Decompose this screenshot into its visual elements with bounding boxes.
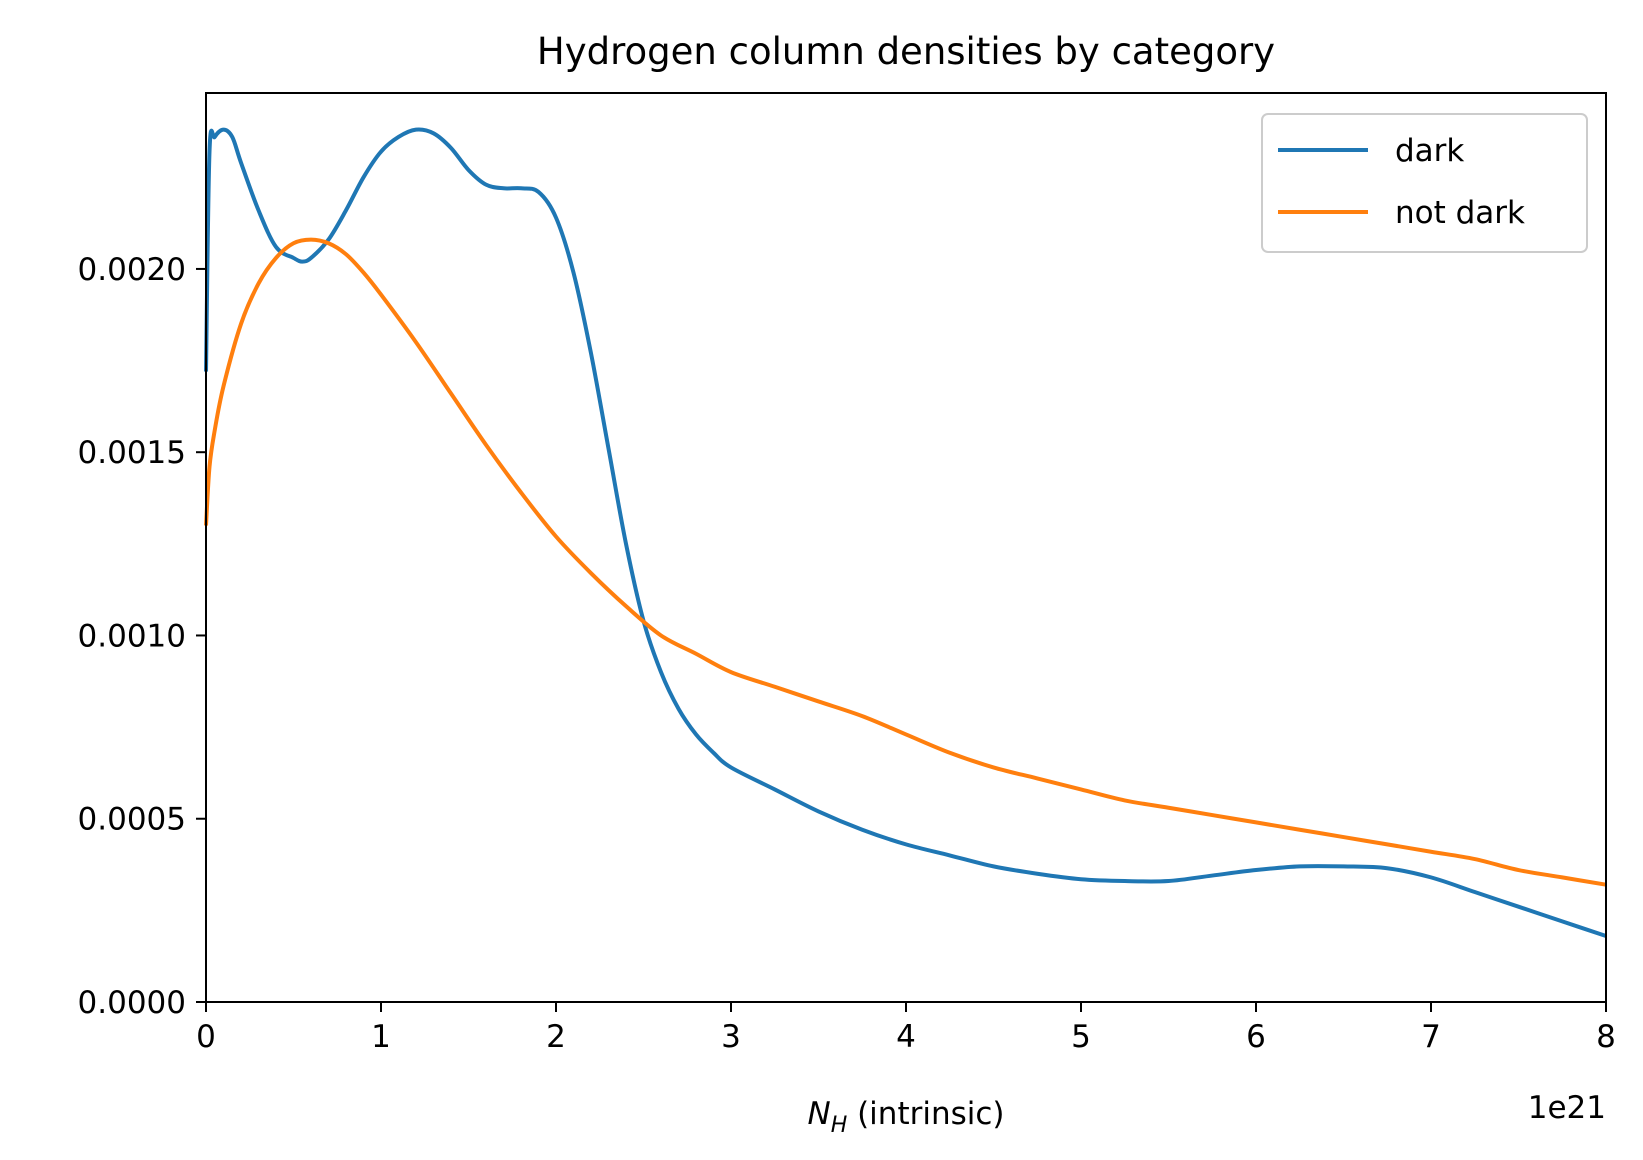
plot-lines	[204, 127, 1607, 938]
y-tick-label: 0.0000	[78, 985, 186, 1021]
y-axis: 0.0000 0.0005 0.0010 0.0015 0.0020	[78, 252, 206, 1021]
x-tick-label: 6	[1246, 1019, 1266, 1055]
y-tick-label: 0.0020	[78, 252, 186, 288]
x-tick-label: 4	[896, 1019, 916, 1055]
x-axis-label-rest: (intrinsic)	[847, 1096, 1004, 1132]
x-tick-label: 8	[1596, 1019, 1616, 1055]
y-tick-label: 0.0010	[78, 618, 186, 654]
legend-label-dark: dark	[1395, 133, 1464, 169]
x-tick-label: 2	[546, 1019, 566, 1055]
x-axis-label-main: N	[807, 1096, 830, 1132]
legend: dark not dark	[1261, 113, 1588, 253]
x-tick-label: 1	[371, 1019, 391, 1055]
legend-label-not-dark: not dark	[1395, 195, 1525, 231]
x-axis-offset-text: 1e21	[1528, 1090, 1606, 1126]
y-tick-label: 0.0015	[78, 435, 186, 471]
series-line-not-dark	[204, 237, 1607, 887]
chart-title: Hydrogen column densities by category	[537, 30, 1275, 73]
x-axis-label-subscript: H	[831, 1113, 848, 1138]
x-tick-label: 3	[721, 1019, 741, 1055]
x-tick-label: 5	[1071, 1019, 1091, 1055]
series-line-dark	[204, 127, 1607, 938]
x-tick-label: 0	[196, 1019, 216, 1055]
y-tick-label: 0.0005	[78, 802, 186, 838]
x-axis-label: NH (intrinsic)	[807, 1096, 1004, 1138]
x-axis: 0 1 2 3 4 5 6 7 8	[196, 1002, 1616, 1055]
x-tick-label: 7	[1421, 1019, 1441, 1055]
